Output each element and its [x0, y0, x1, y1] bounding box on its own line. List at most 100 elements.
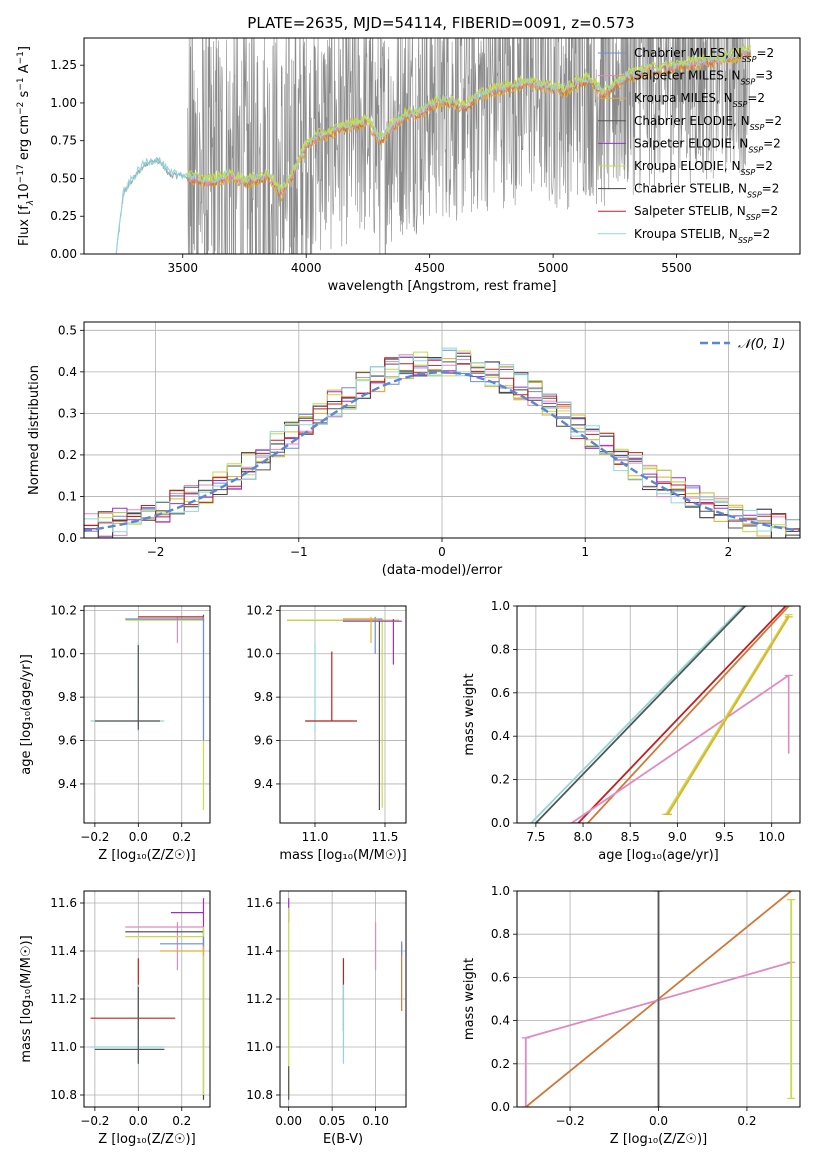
weight-line: [535, 606, 746, 823]
massweight-vs-age-panel: 7.5 8.0 8.5 9.0 9.5 10.0 0.0 0.2 0.4 0.6 0.8 1.0 age…: [462, 599, 801, 863]
x-axis-label: mass [log₁₀(M/M☉)]: [279, 848, 406, 863]
y-tick-label: 10.8: [50, 1088, 77, 1102]
y-tick-label: 0.3: [58, 406, 77, 420]
x-tick-label: −0.2: [80, 830, 109, 844]
x-tick-label: −1: [290, 545, 308, 559]
y-axis-label: mass weight: [462, 958, 477, 1040]
spectrum-panel: 3500 4000 4500 5000 5500 0.00 0.25 0.50 0.75 1.00…: [16, 37, 801, 294]
plot-area: [527, 606, 793, 823]
x-tick-label: 0.0: [129, 1114, 148, 1128]
x-tick-label: 0: [438, 545, 446, 559]
legend-label: Kroupa ELODIE, NSSP=2: [634, 159, 773, 177]
age-vs-Z-panel: −0.2 0.0 0.2 9.4 9.6 9.8 10.0 10.2 Z [log₁₀(Z/Z☉…: [19, 603, 211, 863]
age-vs-mass-panel: 11.0 11.5 9.4 9.6 9.8 10.0 10.2 mass [log₁₀(M/M…: [246, 603, 406, 863]
histogram-step: [84, 347, 800, 533]
x-axis-label: Z [log₁₀(Z/Z☉)]: [98, 848, 195, 863]
y-tick-label: 0.8: [491, 927, 510, 941]
x-tick-label: 8.0: [573, 830, 592, 844]
y-tick-label: 0.5: [58, 323, 77, 337]
x-tick-label: 3500: [167, 261, 198, 275]
plot-area: [521, 891, 796, 1107]
x-tick-label: 9.0: [668, 830, 687, 844]
y-tick-label: 0.00: [50, 247, 77, 261]
mass-vs-Z-panel: −0.2 0.0 0.2 10.8 11.0 11.2 11.4 11.6 Z [log₁₀(Z…: [19, 890, 211, 1147]
y-tick-label: 11.6: [246, 896, 273, 910]
x-tick-label: 11.0: [302, 830, 329, 844]
y-tick-label: 10.0: [50, 647, 77, 661]
x-tick-label: 0.0: [649, 1114, 668, 1128]
gaussian-curve: [84, 371, 800, 532]
y-tick-label: 10.2: [50, 603, 77, 617]
x-tick-label: −2: [147, 545, 165, 559]
y-tick-label: 0.4: [58, 365, 77, 379]
y-tick-label: 11.4: [50, 944, 77, 958]
x-axis-label: (data-model)/error: [382, 563, 503, 578]
plot-area: [84, 347, 800, 538]
y-tick-label: 10.0: [246, 647, 273, 661]
y-tick-label: 1.0: [491, 599, 510, 613]
model-spectrum-blue: [115, 157, 198, 254]
y-axis-label: mass [log₁₀(M/M☉)]: [19, 935, 34, 1062]
y-tick-label: 10.2: [246, 603, 273, 617]
x-tick-label: 9.5: [715, 830, 734, 844]
x-tick-label: 0.2: [737, 1114, 756, 1128]
x-tick-label: 4500: [414, 261, 445, 275]
x-axis-label: E(B-V): [323, 1132, 363, 1147]
y-tick-label: 11.2: [246, 992, 273, 1006]
y-tick-label: 0.4: [491, 729, 510, 743]
x-tick-label: 5000: [538, 261, 569, 275]
y-tick-label: 11.2: [50, 992, 77, 1006]
y-axis-label: mass weight: [462, 673, 477, 755]
y-tick-label: 0.2: [58, 448, 77, 462]
figure-title: PLATE=2635, MJD=54114, FIBERID=0091, z=0…: [247, 14, 634, 32]
x-axis-label: Z [log₁₀(Z/Z☉)]: [98, 1132, 195, 1147]
axes-frame: [83, 37, 801, 255]
y-tick-label: 0.0: [491, 1100, 510, 1114]
legend-label: 𝒩(0, 1): [738, 337, 785, 352]
x-axis-label: age [log₁₀(age/yr)]: [598, 848, 719, 863]
y-tick-label: 1.00: [50, 96, 77, 110]
x-tick-label: −0.2: [80, 1114, 109, 1128]
y-tick-label: 1.25: [50, 58, 77, 72]
y-tick-label: 9.8: [254, 690, 273, 704]
x-tick-label: 0.00: [275, 1114, 302, 1128]
weight-line: [665, 614, 790, 815]
y-tick-label: 0.2: [491, 1057, 510, 1071]
y-tick-label: 1.0: [491, 884, 510, 898]
x-tick-label: 7.5: [526, 830, 545, 844]
legend-label: Chabrier STELIB, NSSP=2: [634, 182, 779, 200]
model-fit-line: [187, 44, 752, 193]
x-tick-label: 1: [581, 545, 589, 559]
y-tick-label: 0.50: [50, 171, 77, 185]
x-tick-label: 5500: [661, 261, 692, 275]
mass-vs-EBV-panel: 0.00 0.05 0.10 10.8 11.0 11.2 11.4 11.6 E(B-V): [246, 890, 407, 1147]
plot-area: [90, 898, 205, 1100]
x-tick-label: 0.2: [172, 830, 191, 844]
y-tick-label: 9.6: [254, 734, 273, 748]
x-tick-label: 8.5: [621, 830, 640, 844]
x-tick-label: 0.10: [362, 1114, 389, 1128]
x-axis-label: wavelength [Angstrom, rest frame]: [328, 279, 557, 294]
observed-spectrum: [187, 38, 750, 254]
weight-line: [577, 606, 787, 823]
y-tick-label: 11.4: [246, 944, 273, 958]
axes-frame: [83, 605, 211, 824]
plot-area: [115, 38, 752, 254]
y-tick-label: 0.2: [491, 773, 510, 787]
axes-frame: [516, 605, 801, 824]
legend-label: Kroupa MILES, NSSP=2: [634, 91, 765, 109]
y-tick-label: 9.6: [58, 734, 77, 748]
x-axis-label: Z [log₁₀(Z/Z☉)]: [610, 1132, 707, 1147]
legend-label: Chabrier ELODIE, NSSP=2: [634, 114, 782, 132]
legend-label: Salpeter ELODIE, NSSP=2: [634, 136, 781, 154]
y-tick-label: 11.6: [50, 896, 77, 910]
weight-line: [587, 606, 790, 823]
y-tick-label: 0.6: [491, 970, 510, 984]
x-tick-label: 0.2: [172, 1114, 191, 1128]
y-axis-label: Normed distribution: [27, 365, 42, 495]
y-axis-label: age [log₁₀(age/yr)]: [19, 654, 34, 775]
plot-area: [90, 614, 205, 810]
y-tick-label: 10.8: [246, 1088, 273, 1102]
y-tick-label: 0.25: [50, 209, 77, 223]
